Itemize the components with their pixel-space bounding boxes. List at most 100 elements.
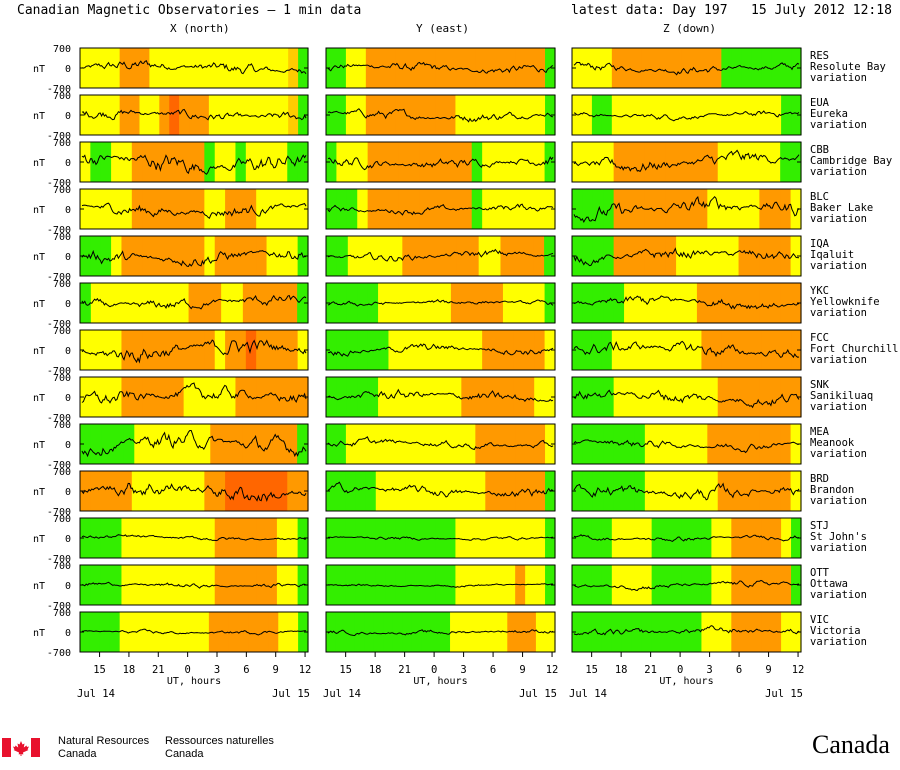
activity-block	[80, 612, 91, 652]
activity-block	[505, 48, 516, 88]
activity-block	[505, 424, 516, 464]
activity-block	[665, 236, 677, 276]
station-code: RES	[810, 50, 829, 62]
activity-block	[572, 612, 583, 652]
activity-block	[218, 48, 230, 88]
activity-block	[471, 330, 483, 370]
activity-block	[701, 48, 712, 88]
y-tick-label: 0	[65, 252, 71, 263]
activity-block	[507, 612, 518, 652]
activity-block	[256, 330, 268, 370]
activity-block	[134, 424, 146, 464]
activity-block	[235, 565, 247, 605]
y-tick-label: -700	[47, 84, 71, 95]
activity-block	[142, 377, 154, 417]
panel-vic-y	[325, 611, 556, 653]
activity-block	[544, 377, 556, 417]
activity-block	[482, 142, 494, 182]
panel-fcc-x	[79, 329, 309, 371]
activity-block	[665, 377, 677, 417]
y-tick-label: -700	[47, 460, 71, 471]
activity-block	[238, 95, 250, 135]
activity-block	[198, 95, 210, 135]
activity-block	[435, 565, 447, 605]
activity-block	[183, 471, 195, 511]
activity-block	[644, 236, 656, 276]
activity-block	[266, 377, 278, 417]
activity-block	[572, 518, 583, 558]
activity-block	[435, 518, 447, 558]
unit-label: nT	[33, 299, 45, 310]
y-tick-label: -700	[47, 413, 71, 424]
x-tick-label: 3	[214, 664, 220, 676]
activity-block	[425, 471, 437, 511]
activity-block	[90, 189, 102, 229]
station-name: Fort Churchill	[810, 343, 899, 355]
activity-block	[266, 142, 278, 182]
activity-block	[707, 236, 719, 276]
trace-line	[573, 149, 800, 173]
activity-block	[748, 189, 760, 229]
activity-block	[430, 330, 442, 370]
unit-label: nT	[33, 440, 45, 451]
trace-line	[81, 154, 307, 175]
activity-block	[419, 377, 431, 417]
activity-block	[655, 142, 667, 182]
station-code: VIC	[810, 614, 829, 626]
activity-block	[297, 330, 309, 370]
trace-line	[81, 294, 307, 310]
activity-block	[721, 48, 732, 88]
activity-block	[717, 142, 729, 182]
activity-block	[728, 424, 740, 464]
trace-line	[573, 295, 800, 310]
activity-block	[631, 565, 643, 605]
activity-block	[253, 283, 266, 323]
activity-block	[80, 142, 91, 182]
activity-block	[581, 565, 593, 605]
activity-block	[395, 471, 407, 511]
activity-block	[665, 471, 677, 511]
activity-block	[728, 236, 740, 276]
activity-block	[188, 424, 201, 464]
activity-block	[336, 236, 349, 276]
activity-block	[781, 48, 792, 88]
activity-block	[121, 518, 133, 558]
activity-block	[204, 189, 216, 229]
activity-block	[383, 612, 394, 652]
panel-stj-z	[571, 517, 802, 559]
activity-block	[592, 236, 604, 276]
station-name: St John's	[810, 531, 867, 543]
unit-label: nT	[33, 581, 45, 592]
activity-block	[601, 330, 613, 370]
panel-cbb-z	[571, 141, 802, 183]
activity-block	[245, 330, 257, 370]
activity-block	[298, 95, 309, 135]
activity-block	[513, 330, 525, 370]
activity-block	[204, 471, 216, 511]
activity-block	[771, 565, 782, 605]
chart-title: Canadian Magnetic Observatories – 1 min …	[17, 3, 362, 18]
activity-block	[492, 283, 504, 323]
activity-block	[780, 142, 792, 182]
activity-block	[771, 48, 782, 88]
activity-block	[522, 236, 534, 276]
activity-block	[613, 189, 625, 229]
activity-block	[297, 424, 309, 464]
activity-block	[634, 424, 646, 464]
activity-block	[759, 424, 771, 464]
activity-block	[152, 518, 164, 558]
activity-block	[738, 471, 750, 511]
activity-block	[357, 283, 369, 323]
activity-block	[145, 283, 157, 323]
x-tick-label: 15	[93, 664, 106, 676]
activity-block	[345, 424, 357, 464]
activity-block	[256, 565, 268, 605]
station-name: Brandon	[810, 484, 854, 496]
activity-block	[214, 189, 226, 229]
activity-block	[676, 377, 688, 417]
activity-block	[409, 377, 421, 417]
unit-label: nT	[33, 393, 45, 404]
activity-block	[475, 471, 486, 511]
activity-block	[204, 565, 216, 605]
panel-ykc-x	[79, 282, 309, 324]
